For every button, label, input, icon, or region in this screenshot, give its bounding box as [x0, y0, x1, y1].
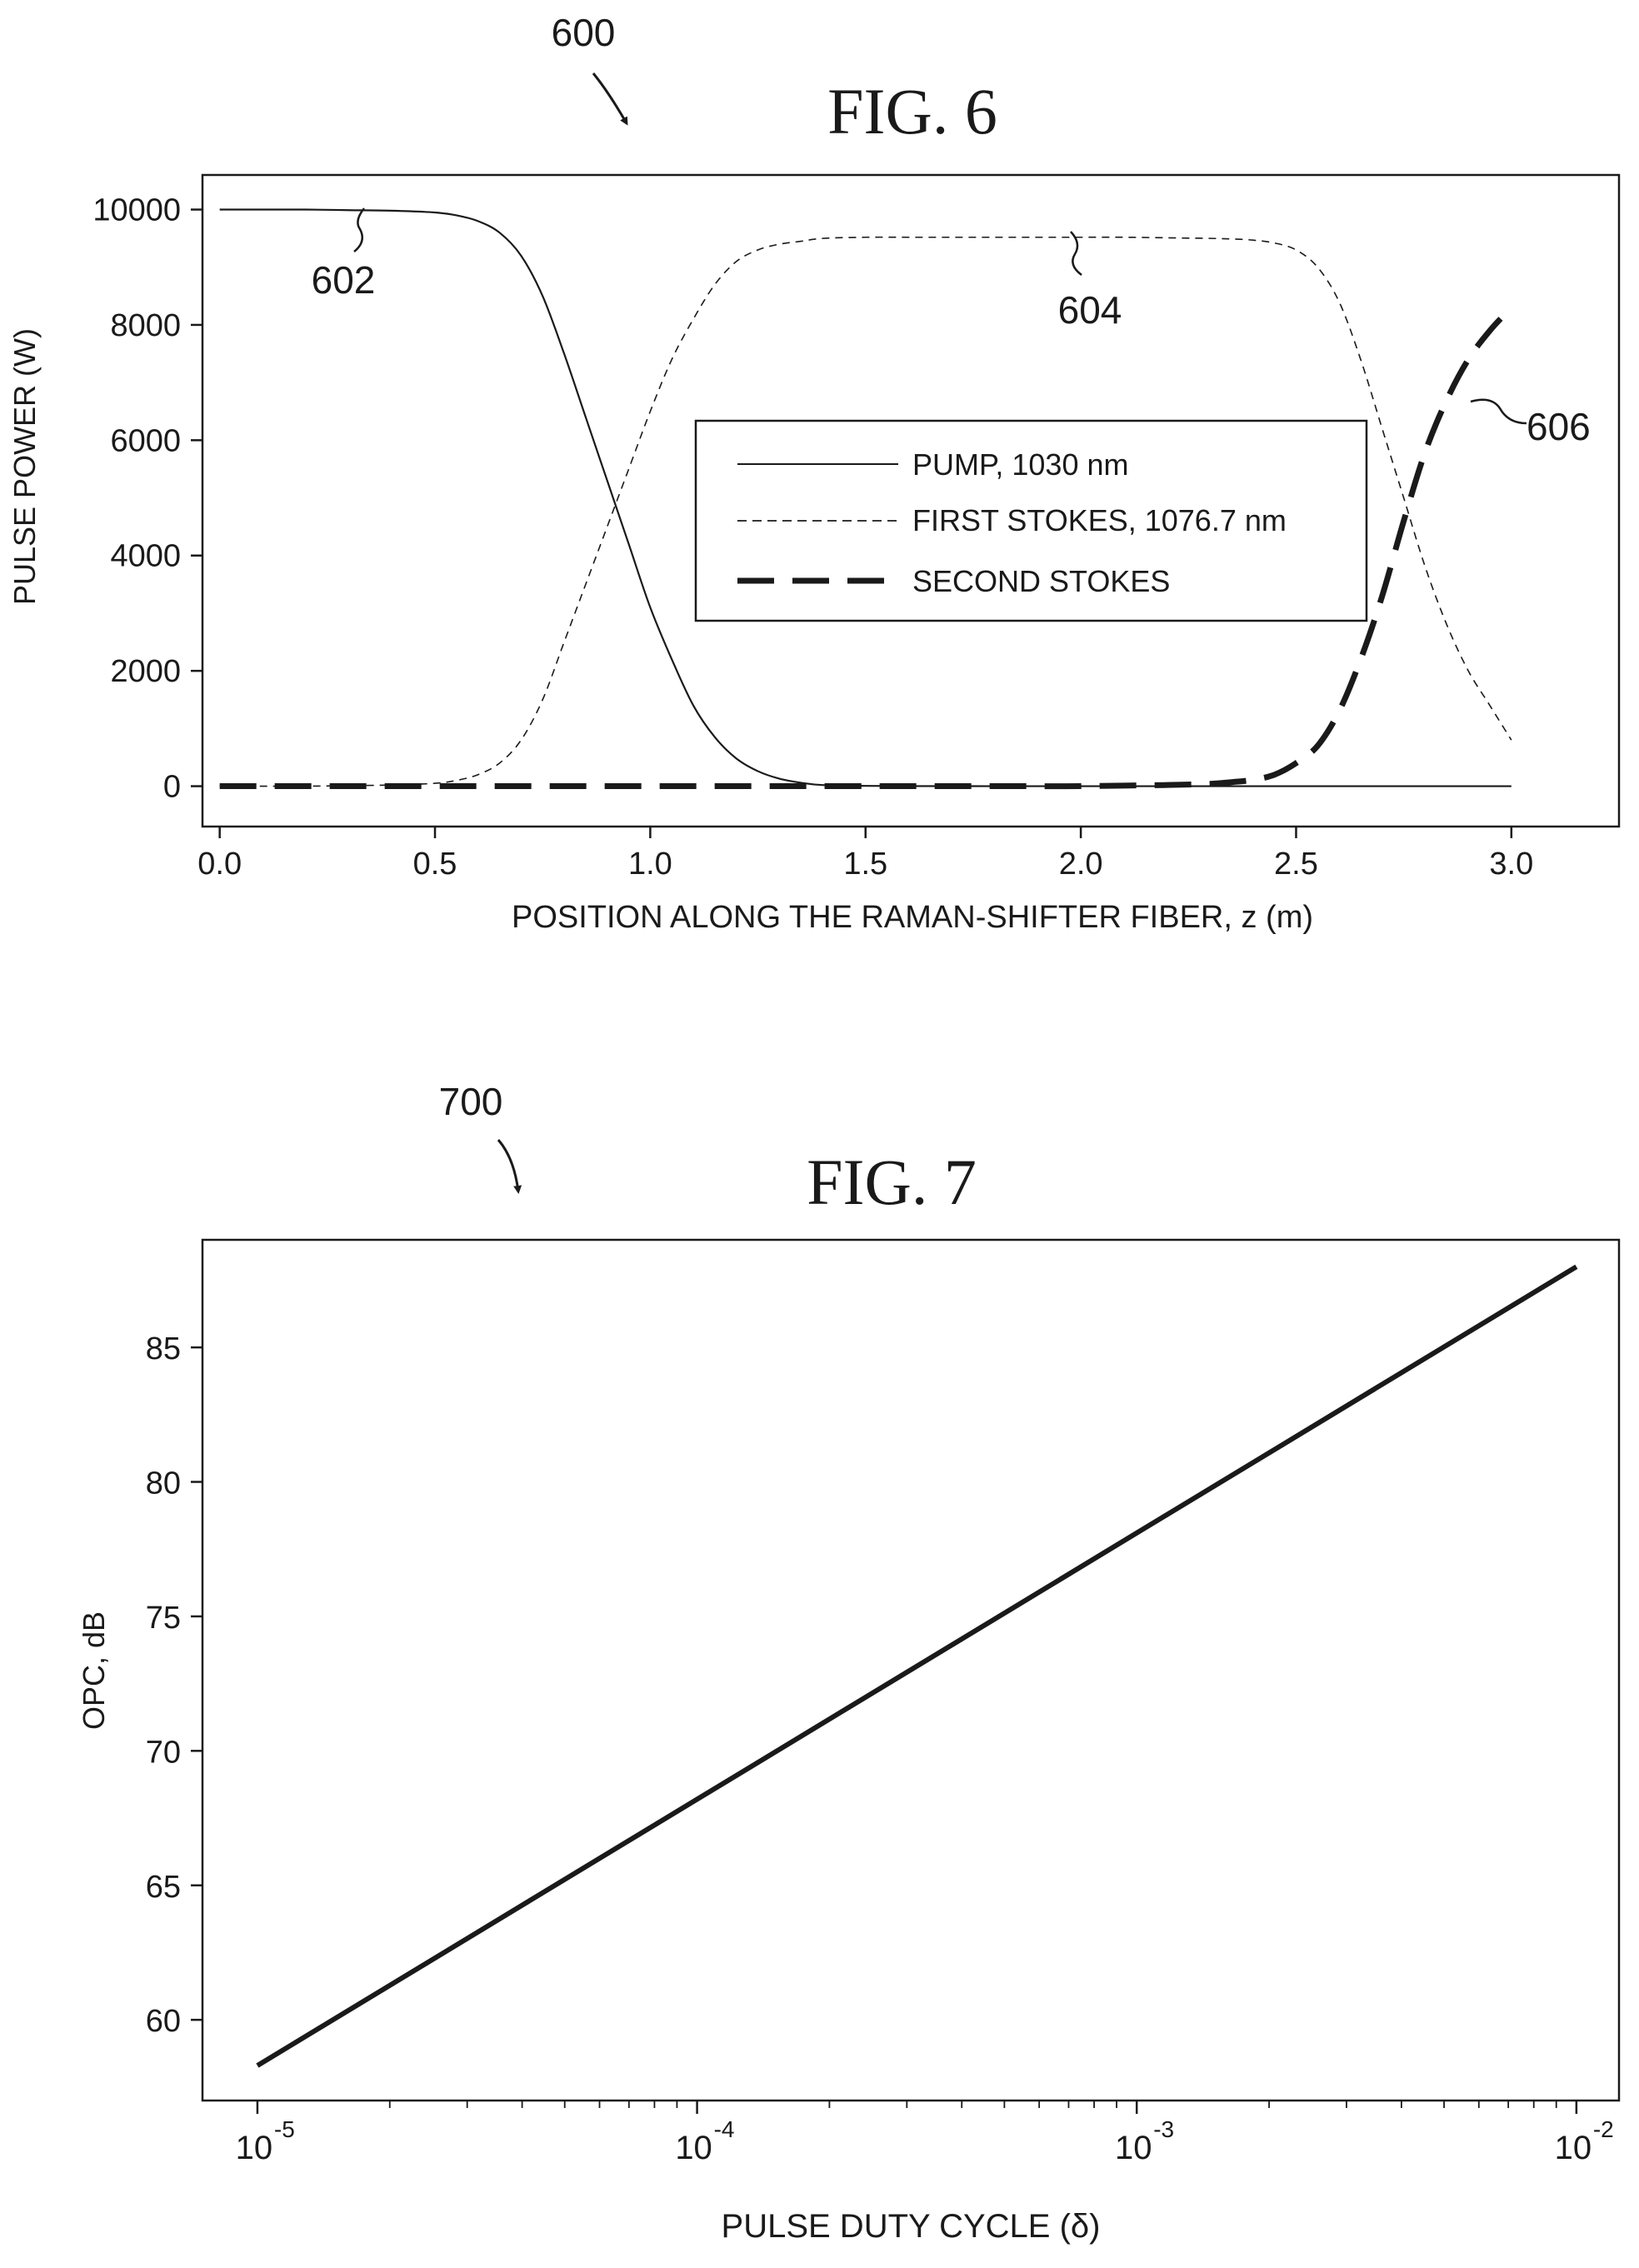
fig7-y-axis-label: OPC, dB: [77, 1611, 111, 1730]
fig6-x-tick-label: 0.5: [413, 847, 457, 882]
legend-label-pump: PUMP, 1030 nm: [912, 447, 1128, 482]
fig6-y-tick-label: 8000: [110, 308, 181, 343]
fig6-x-tick-label: 2.0: [1059, 847, 1103, 882]
fig7-y-tick-label: 75: [146, 1601, 181, 1636]
fig7-x-axis-label: PULSE DUTY CYCLE (δ): [722, 2208, 1101, 2245]
fig7-y-tick-label: 60: [146, 2004, 181, 2039]
fig7-x-tick-exponent: -4: [714, 2116, 735, 2142]
fig6-x-tick-label: 1.0: [628, 847, 672, 882]
fig7-ref-number: 700: [439, 1080, 503, 1123]
fig7-y-tick-label: 85: [146, 1331, 181, 1366]
fig6-title: FIG. 6: [827, 75, 997, 147]
fig6-legend: PUMP, 1030 nm FIRST STOKES, 1076.7 nm SE…: [694, 419, 1368, 622]
fig7-plot-frame: [201, 1238, 1621, 2102]
callout-606-leader: [1470, 398, 1527, 425]
fig6-x-axis-label: POSITION ALONG THE RAMAN-SHIFTER FIBER, …: [512, 900, 1313, 935]
fig6-y-tick-label: 6000: [110, 423, 181, 458]
fig6-y-tick-label: 10000: [92, 193, 181, 228]
fig7-ref-arrow: [497, 1139, 522, 1194]
fig6-y-axis-label: PULSE POWER (W): [7, 328, 42, 605]
fig7-x-tick-label: 10: [1555, 2130, 1592, 2166]
fig7-x-tick-exponent: -5: [274, 2116, 295, 2142]
fig6-y-tick-label: 0: [163, 770, 181, 805]
fig6-x-axis: 0.0 0.5 1.0 1.5 2.0 2.5 3.0: [197, 827, 1533, 882]
fig6-y-axis: 0 2000 4000 6000 8000 10000: [92, 193, 202, 805]
fig7-series-1-line: [256, 1264, 1578, 2068]
callout-602-label: 602: [312, 258, 376, 302]
fig6-callout-604: 604: [1058, 231, 1122, 332]
fig7-y-axis: 60 65 70 75 80 85: [146, 1331, 202, 2039]
fig6-series-1-line: [219, 208, 1512, 787]
fig6-y-tick-label: 4000: [110, 539, 181, 574]
fig7-title: FIG. 7: [807, 1146, 977, 1218]
fig6-ref-number: 600: [552, 11, 616, 54]
fig7-x-tick-exponent: -2: [1593, 2116, 1614, 2142]
callout-604-label: 604: [1058, 288, 1122, 332]
fig7-x-tick-exponent: -3: [1153, 2116, 1174, 2142]
fig7-x-tick-label: 10: [1115, 2130, 1152, 2166]
callout-602-leader: [353, 207, 365, 252]
fig6-x-tick-label: 2.5: [1274, 847, 1318, 882]
fig6-legend-box: [694, 419, 1368, 622]
fig7-y-tick-label: 70: [146, 1735, 181, 1770]
legend-label-second-stokes: SECOND STOKES: [912, 564, 1170, 598]
fig6-callout-602: 602: [312, 207, 376, 302]
fig7-y-tick-label: 65: [146, 1870, 181, 1905]
fig7-x-axis: 10-510-410-310-2: [236, 2101, 1614, 2166]
fig6-plot-frame: [201, 173, 1621, 828]
fig6-ref-arrow: [592, 72, 628, 126]
fig7-series-group: [256, 1264, 1578, 2068]
fig6-y-tick-label: 2000: [110, 654, 181, 689]
fig7-y-tick-label: 80: [146, 1466, 181, 1501]
fig6-series-3-line: [219, 305, 1514, 790]
fig6-x-tick-label: 3.0: [1489, 847, 1533, 882]
figure-6: 600 FIG. 6 0 2000 4000 6000 8000 10000 0.0 0.5…: [7, 11, 1621, 935]
fig7-x-tick-label: 10: [236, 2130, 273, 2166]
fig6-series-2-line: [219, 236, 1512, 787]
callout-606-label: 606: [1527, 405, 1591, 448]
fig6-x-tick-label: 1.5: [843, 847, 887, 882]
legend-label-first-stokes: FIRST STOKES, 1076.7 nm: [912, 503, 1287, 537]
fig7-x-tick-label: 10: [675, 2130, 712, 2166]
fig6-x-tick-label: 0.0: [197, 847, 242, 882]
callout-604-leader: [1070, 231, 1082, 276]
fig6-series-group: [219, 208, 1514, 790]
fig6-callout-606: 606: [1470, 398, 1591, 448]
